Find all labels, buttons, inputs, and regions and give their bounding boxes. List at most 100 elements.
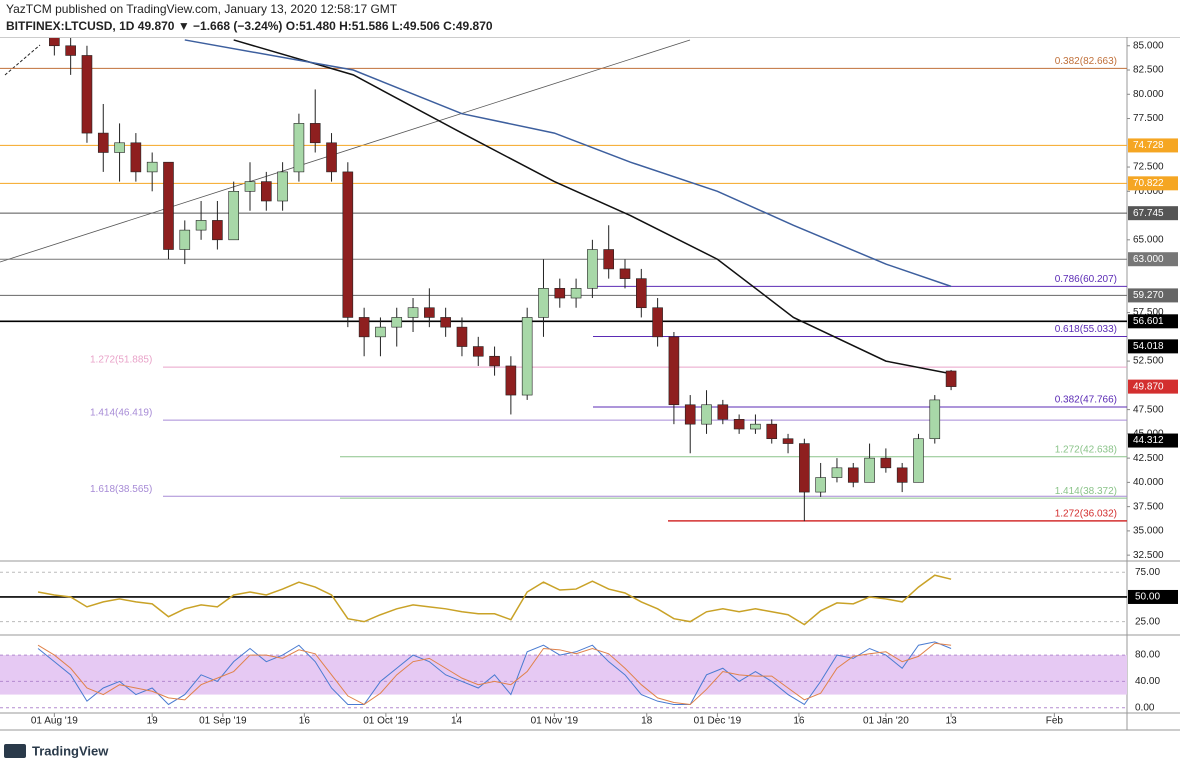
y-tick-label: 65.000 <box>1133 234 1164 245</box>
candle-body <box>261 181 272 202</box>
author-line: YazTCM published on TradingView.com, Jan… <box>6 2 398 16</box>
candle-body <box>636 278 647 309</box>
y-tick-label: 85.000 <box>1133 40 1164 51</box>
candle-body <box>521 317 533 396</box>
logo-icon <box>4 744 26 758</box>
candle-body <box>228 191 239 241</box>
candle-body <box>114 142 125 153</box>
price-label: 54.018 <box>1133 341 1164 352</box>
candle-body <box>505 365 517 396</box>
candle-body <box>782 438 794 444</box>
candle-body <box>766 423 778 440</box>
candle-body <box>293 123 305 173</box>
y-tick-label: 40.000 <box>1133 477 1164 488</box>
candle-body <box>212 220 223 241</box>
price-label: 49.870 <box>1133 381 1164 392</box>
price-label-box <box>1128 138 1178 153</box>
candle-body <box>945 370 957 387</box>
y-tick-label: 72.500 <box>1133 162 1164 173</box>
level-label: 1.272(42.638) <box>1055 444 1117 455</box>
candle-body <box>913 438 924 483</box>
stoch-tick-label: 80.00 <box>1135 650 1160 661</box>
x-tick-label: 13 <box>946 716 958 727</box>
x-tick-label: 18 <box>641 716 653 727</box>
stoch-line <box>37 641 952 706</box>
candle-body <box>391 317 403 328</box>
y-tick-label: 70.000 <box>1133 186 1164 197</box>
candle-body <box>880 457 892 469</box>
rsi-tick-label: 25.00 <box>1135 616 1160 627</box>
candle-body <box>424 307 435 318</box>
candle-body <box>538 288 549 318</box>
candle-body <box>81 55 93 134</box>
level-label: 1.618(38.565) <box>90 484 152 495</box>
level-label: 1.272(51.885) <box>90 355 152 366</box>
y-tick-label: 52.500 <box>1133 356 1164 367</box>
x-tick-label: 01 Oct '19 <box>363 716 409 727</box>
candle-body <box>864 457 875 483</box>
candle-body <box>407 307 419 318</box>
price-label-box <box>1128 433 1178 448</box>
candle-body <box>146 161 158 173</box>
candle-body <box>570 288 582 299</box>
moving-average <box>233 39 952 375</box>
candle-body <box>326 142 337 173</box>
candle-body <box>929 399 941 440</box>
y-tick-label: 42.500 <box>1133 453 1164 464</box>
y-tick-label: 77.500 <box>1133 113 1164 124</box>
y-tick-label: 82.500 <box>1133 65 1164 76</box>
x-tick-label: 01 Dec '19 <box>694 716 742 727</box>
candle-body <box>717 404 729 420</box>
candle-body <box>684 404 696 425</box>
price-label: 44.312 <box>1133 435 1164 446</box>
candle-body <box>554 288 566 299</box>
symbol-line: BITFINEX:LTCUSD, 1D 49.870 ▼ −1.668 (−3.… <box>6 19 493 33</box>
level-label: 1.414(38.372) <box>1055 486 1117 497</box>
candle-body <box>97 132 109 153</box>
rsi-tick-label: 50.00 <box>1135 592 1160 603</box>
candle-body <box>195 220 207 231</box>
price-label: 56.601 <box>1133 316 1164 327</box>
candle-body <box>472 346 484 357</box>
y-tick-label: 47.500 <box>1133 404 1164 415</box>
candle-body <box>603 249 614 270</box>
candle-body <box>733 419 745 430</box>
candle-body <box>489 355 500 367</box>
trend-line <box>4 44 41 76</box>
x-tick-label: 16 <box>793 716 805 727</box>
price-label: 74.728 <box>1133 140 1164 151</box>
y-tick-label: 32.500 <box>1133 550 1164 561</box>
price-label: 59.270 <box>1133 290 1164 301</box>
candle-body <box>277 171 288 202</box>
price-label: 67.745 <box>1133 208 1164 219</box>
price-label-box <box>1128 379 1178 394</box>
price-label-box <box>1128 314 1178 329</box>
level-label: 0.786(60.207) <box>1055 274 1117 285</box>
x-tick-label: 01 Sep '19 <box>199 716 247 727</box>
price-label: 63.000 <box>1133 254 1164 265</box>
price-label-box <box>1128 252 1178 267</box>
x-tick-label: 01 Jan '20 <box>863 716 909 727</box>
y-tick-label: 35.000 <box>1133 526 1164 537</box>
x-tick-label: 01 Aug '19 <box>31 716 78 727</box>
candle-body <box>750 423 761 430</box>
moving-average <box>184 39 952 288</box>
candle-body <box>456 326 468 347</box>
footer-brand[interactable]: TradingView <box>32 743 109 758</box>
candle-body <box>49 38 60 47</box>
x-tick-label: 16 <box>299 716 311 727</box>
candle-body <box>619 268 631 279</box>
level-label: 0.382(47.766) <box>1055 395 1117 406</box>
candle-body <box>65 45 76 56</box>
candle-body <box>831 467 843 478</box>
candle-body <box>847 467 859 483</box>
price-label-box <box>1128 176 1178 191</box>
y-tick-label: 80.000 <box>1133 89 1164 100</box>
x-tick-label: 14 <box>451 716 463 727</box>
price-label-box <box>1128 206 1178 221</box>
x-tick-label: 19 <box>147 716 159 727</box>
level-label: 0.382(82.663) <box>1055 56 1117 67</box>
candle-body <box>587 249 598 289</box>
candle-body <box>163 161 174 250</box>
